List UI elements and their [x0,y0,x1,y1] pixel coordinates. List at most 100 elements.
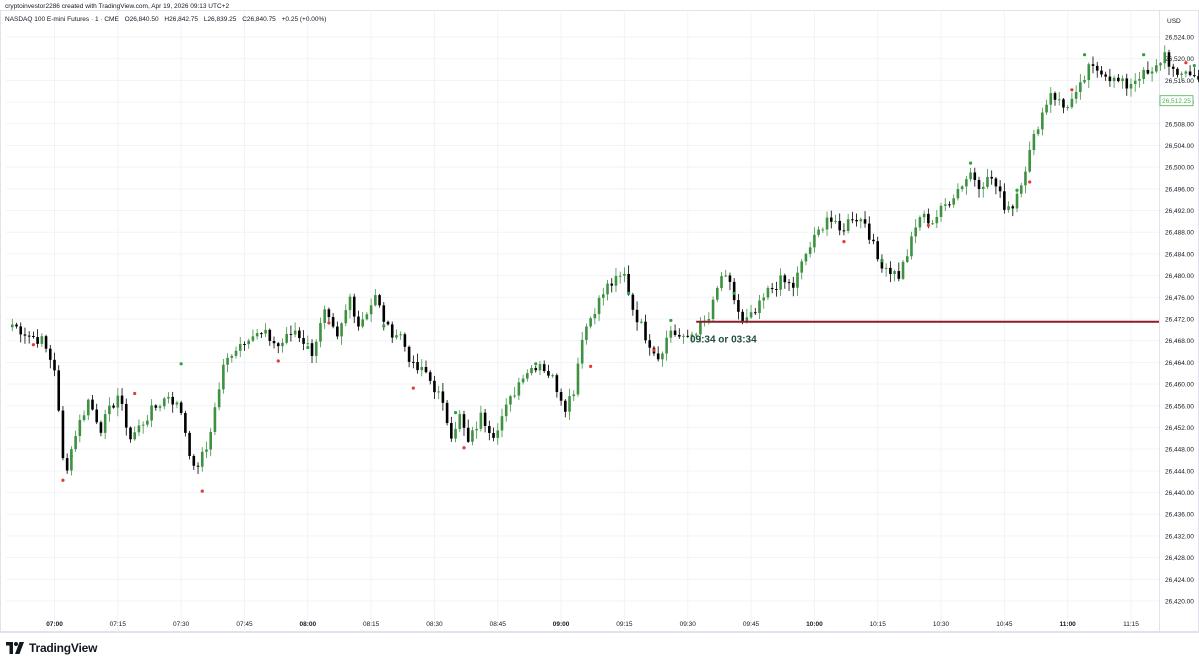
candle-body[interactable] [597,297,601,315]
candle-body[interactable] [821,229,825,231]
candle-body[interactable] [264,329,267,334]
candle-body[interactable] [711,299,715,320]
candle-body[interactable] [775,288,778,290]
candle-body[interactable] [606,283,609,295]
candle-body[interactable] [483,412,487,426]
candle-body[interactable] [990,176,993,179]
candle-body[interactable] [644,321,647,341]
candle-body[interactable] [699,321,702,335]
candle-body[interactable] [665,337,668,354]
candle-body[interactable] [1159,63,1162,66]
candle-body[interactable] [589,318,592,327]
candle-body[interactable] [247,340,250,345]
candle-body[interactable] [842,230,846,232]
candle-body[interactable] [162,398,166,407]
candle-body[interactable] [715,287,719,300]
candle-body[interactable] [466,427,470,442]
candle-body[interactable] [184,412,187,433]
candle-body[interactable] [956,189,960,199]
candle-body[interactable] [1007,206,1010,210]
candle-body[interactable] [124,403,128,428]
candle-body[interactable] [61,410,65,459]
candle-body[interactable] [390,324,394,338]
candle-body[interactable] [65,458,69,471]
candle-body[interactable] [623,273,626,276]
candle-body[interactable] [1180,73,1183,75]
candle-body[interactable] [1188,71,1192,76]
candle-body[interactable] [1121,78,1124,82]
candle-body[interactable] [154,405,158,408]
candle-body[interactable] [610,283,614,286]
candle-body[interactable] [1117,77,1120,82]
candle-body[interactable] [272,340,276,344]
candle-body[interactable] [116,395,120,408]
candle-body[interactable] [787,282,791,284]
candle-body[interactable] [1125,78,1129,89]
candle-body[interactable] [348,296,352,311]
candle-body[interactable] [445,402,449,424]
candle-body[interactable] [1032,134,1036,150]
candle-body[interactable] [78,419,82,437]
candle-body[interactable] [602,294,605,298]
candle-body[interactable] [1155,65,1158,72]
candle-body[interactable] [732,281,736,301]
candle-body[interactable] [1003,191,1006,210]
candle-body[interactable] [986,176,989,187]
symbol-name[interactable]: NASDAQ 100 E-mini Futures · 1 · CME [5,16,119,23]
candle-body[interactable] [82,415,86,420]
candle-body[interactable] [918,217,922,228]
candle-body[interactable] [585,326,588,340]
candle-body[interactable] [880,259,884,269]
candle-body[interactable] [416,361,419,371]
candle-body[interactable] [547,371,550,376]
candle-body[interactable] [905,256,909,262]
candle-body[interactable] [340,323,343,337]
candle-body[interactable] [319,323,322,342]
candle-body[interactable] [943,204,947,206]
candle-body[interactable] [1142,69,1145,80]
candle-body[interactable] [205,449,208,452]
candle-body[interactable] [331,317,335,327]
candle-body[interactable] [981,186,985,190]
candle-body[interactable] [217,389,221,408]
candle-body[interactable] [99,422,103,433]
candle-body[interactable] [580,339,584,364]
candle-body[interactable] [365,314,369,320]
candle-body[interactable] [627,273,630,295]
candle-body[interactable] [200,451,204,467]
candle-body[interactable] [150,405,153,421]
candle-body[interactable] [129,427,132,440]
candle-body[interactable] [969,172,972,180]
candle-body[interactable] [1049,93,1053,105]
candle-body[interactable] [268,329,272,341]
candle-body[interactable] [255,333,259,337]
candle-body[interactable] [420,366,424,371]
candle-body[interactable] [960,186,964,190]
candle-body[interactable] [694,334,698,336]
candle-body[interactable] [1146,69,1150,74]
candle-body[interactable] [1053,93,1057,100]
candle-body[interactable] [352,296,356,317]
candle-body[interactable] [428,372,432,381]
candle-body[interactable] [737,300,740,312]
candle-body[interactable] [1057,99,1061,101]
candle-body[interactable] [682,335,685,337]
candle-body[interactable] [720,276,723,288]
candle-body[interactable] [530,367,533,374]
candle-body[interactable] [1083,79,1086,83]
candle-body[interactable] [1138,79,1141,81]
candle-body[interactable] [95,409,99,423]
candle-body[interactable] [289,333,293,335]
candle-body[interactable] [614,275,618,286]
candle-body[interactable] [23,334,27,336]
candle-body[interactable] [437,391,440,393]
candle-body[interactable] [1015,193,1019,209]
candle-body[interactable] [656,353,660,360]
candle-body[interactable] [19,326,23,335]
candle-body[interactable] [403,334,407,347]
candle-body[interactable] [234,350,238,356]
candle-body[interactable] [753,312,757,314]
candle-body[interactable] [872,239,875,242]
candle-body[interactable] [171,396,175,405]
candle-body[interactable] [44,336,48,349]
